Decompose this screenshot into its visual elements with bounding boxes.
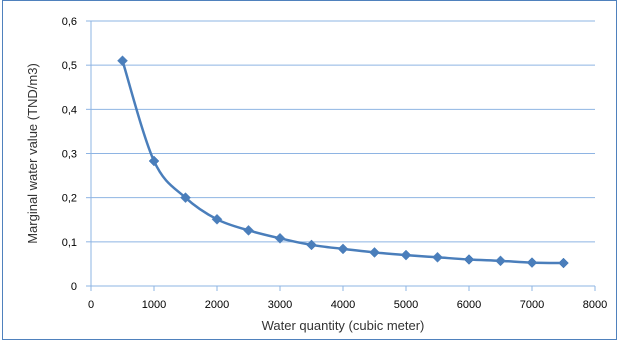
x-tick-label: 5000	[394, 299, 418, 311]
data-point	[432, 251, 443, 263]
x-tick-label: 1000	[142, 299, 166, 311]
data-point	[211, 213, 223, 225]
data-point	[243, 224, 254, 236]
y-tick-label: 0	[71, 281, 77, 293]
y-tick-label: 0,3	[62, 149, 77, 161]
x-tick-labels: 0 1000 2000 3000 4000 5000 6000 7000 8000	[88, 299, 607, 311]
data-point	[558, 257, 569, 269]
data-point	[306, 239, 317, 251]
data-point	[117, 55, 128, 67]
axes	[86, 20, 596, 291]
data-point	[463, 254, 475, 265]
y-tick-labels: 0 0,1 0,2 0,3 0,4 0,5 0,6	[62, 16, 77, 293]
data-point	[400, 249, 412, 261]
x-tick-label: 3000	[268, 299, 292, 311]
data-point	[180, 192, 191, 204]
y-tick-label: 0,2	[62, 193, 77, 205]
data-point	[526, 257, 538, 268]
data-point	[274, 232, 286, 244]
series-line	[121, 60, 564, 265]
x-tick-label: 8000	[583, 299, 607, 311]
y-tick-label: 0,5	[62, 60, 77, 72]
data-point	[495, 255, 506, 267]
x-tick-label: 6000	[457, 299, 481, 311]
x-tick-label: 2000	[205, 299, 229, 311]
x-tick-label: 0	[88, 299, 94, 311]
data-point	[148, 155, 160, 167]
gridlines	[91, 20, 595, 243]
x-tick-label: 7000	[520, 299, 544, 311]
data-point	[369, 247, 380, 258]
data-point	[337, 243, 349, 255]
series-markers	[117, 55, 569, 269]
x-axis-title: Water quantity (cubic meter)	[262, 318, 425, 333]
y-tick-label: 0,6	[62, 16, 77, 28]
x-tick-label: 4000	[331, 299, 355, 311]
y-tick-label: 0,1	[62, 237, 77, 249]
y-tick-label: 0,4	[62, 104, 77, 116]
y-axis-title: Marginal water value (TND/m3)	[25, 63, 40, 244]
